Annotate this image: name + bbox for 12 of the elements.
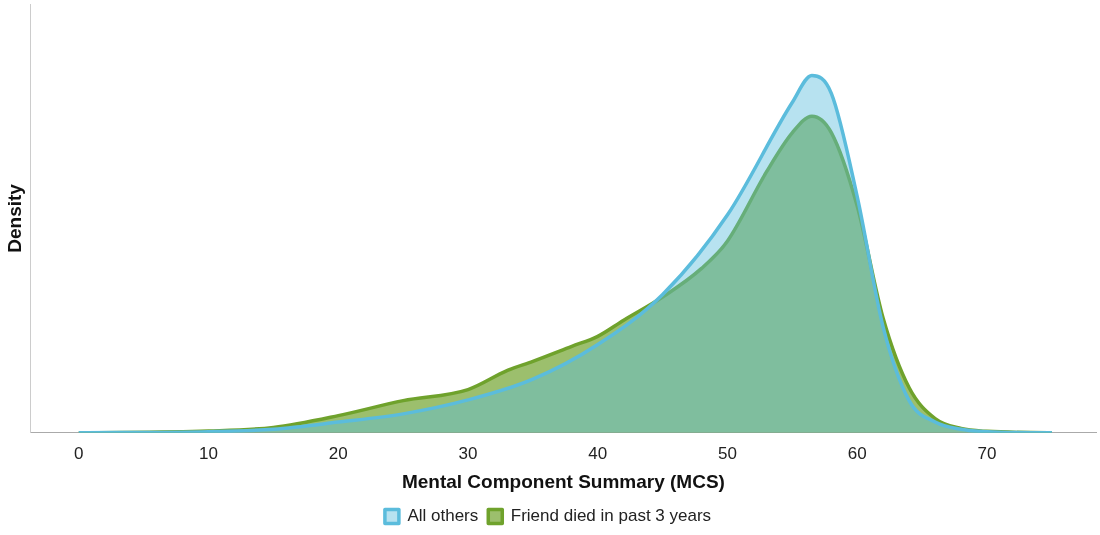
legend-label: All others: [407, 506, 479, 526]
x-tick-label: 20: [328, 443, 348, 463]
x-tick-label: 40: [588, 443, 608, 463]
y-axis-title: Density: [3, 183, 25, 253]
x-tick-label: 0: [74, 443, 84, 463]
x-tick-label: 30: [458, 443, 478, 463]
x-tick-label: 60: [847, 443, 867, 463]
x-tick-label: 10: [199, 443, 219, 463]
x-axis-title: Mental Component Summary (MCS): [401, 470, 725, 492]
legend-label: Friend died in past 3 years: [510, 506, 712, 526]
x-tick-label: 50: [718, 443, 737, 463]
x-tick-label: 70: [977, 443, 997, 463]
